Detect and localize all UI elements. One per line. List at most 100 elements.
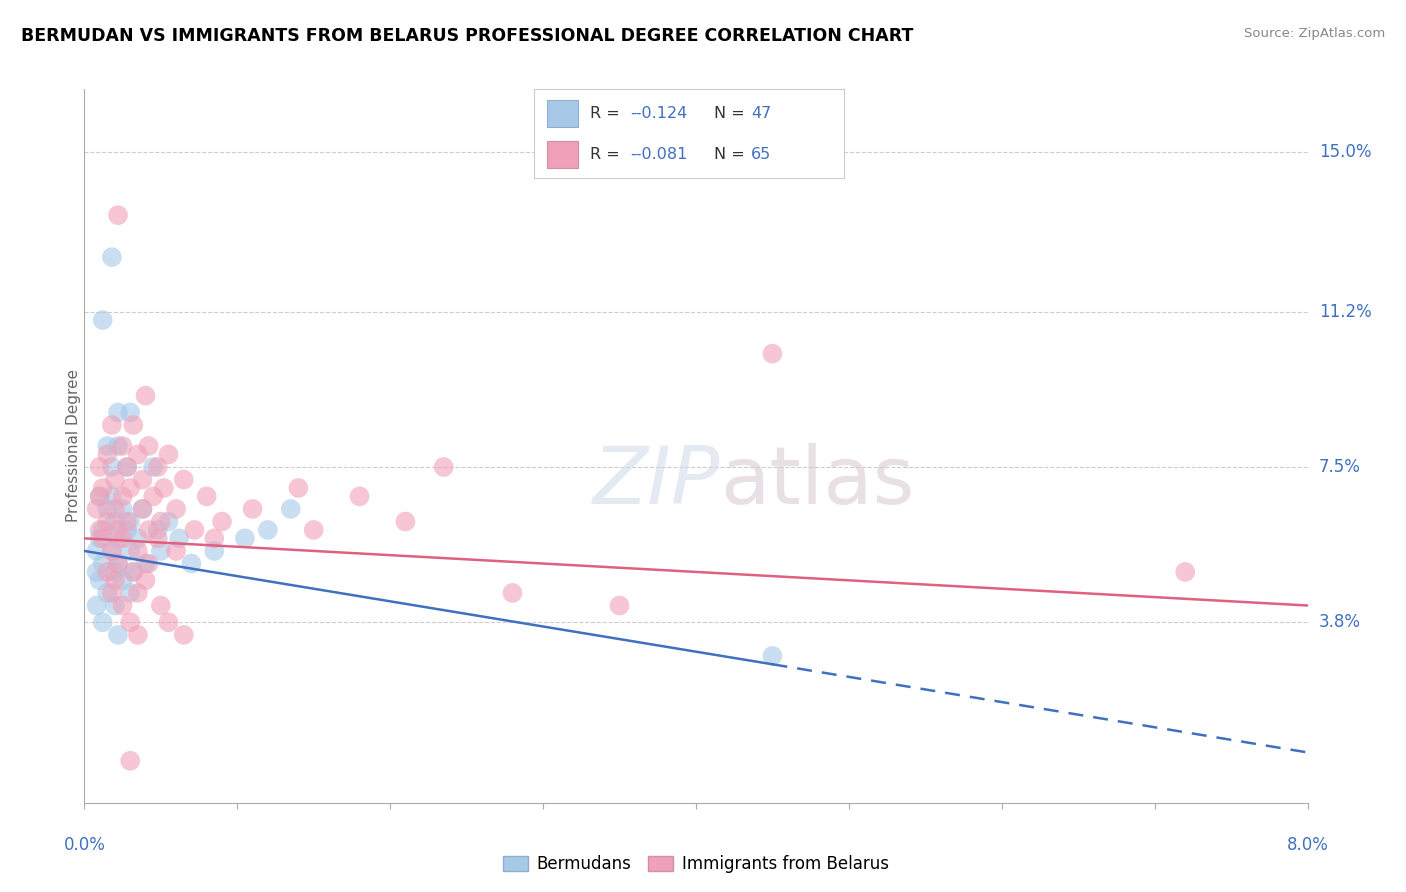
Point bbox=[104, 565, 127, 579]
Point bbox=[127, 628, 149, 642]
Point bbox=[96, 586, 118, 600]
Text: 7.5%: 7.5% bbox=[1319, 458, 1361, 476]
Point bbox=[104, 574, 127, 588]
Point bbox=[183, 523, 205, 537]
Point bbox=[157, 615, 180, 630]
Point bbox=[89, 574, 111, 588]
Point bbox=[96, 565, 118, 579]
Point bbox=[609, 599, 631, 613]
Point bbox=[91, 532, 114, 546]
Text: 3.8%: 3.8% bbox=[1319, 614, 1361, 632]
Point bbox=[138, 557, 160, 571]
Point bbox=[287, 481, 309, 495]
Point bbox=[135, 389, 157, 403]
Legend: Bermudans, Immigrants from Belarus: Bermudans, Immigrants from Belarus bbox=[496, 849, 896, 880]
Point bbox=[131, 502, 153, 516]
Point bbox=[107, 439, 129, 453]
Text: 47: 47 bbox=[751, 106, 770, 120]
Point bbox=[96, 447, 118, 461]
Point bbox=[146, 532, 169, 546]
Point bbox=[157, 447, 180, 461]
Text: atlas: atlas bbox=[720, 442, 915, 521]
Point bbox=[127, 586, 149, 600]
Point bbox=[167, 532, 190, 546]
Point bbox=[349, 489, 371, 503]
Point bbox=[111, 532, 134, 546]
Point bbox=[86, 599, 108, 613]
Point bbox=[120, 754, 142, 768]
Point bbox=[127, 544, 149, 558]
Text: 15.0%: 15.0% bbox=[1319, 143, 1371, 161]
Point bbox=[173, 473, 195, 487]
Point bbox=[211, 515, 233, 529]
Point bbox=[96, 515, 118, 529]
Point bbox=[138, 439, 160, 453]
Point bbox=[89, 523, 111, 537]
Point bbox=[153, 481, 176, 495]
Text: --0.081: --0.081 bbox=[630, 147, 688, 161]
Text: BERMUDAN VS IMMIGRANTS FROM BELARUS PROFESSIONAL DEGREE CORRELATION CHART: BERMUDAN VS IMMIGRANTS FROM BELARUS PROF… bbox=[21, 27, 914, 45]
Point bbox=[127, 532, 149, 546]
Point bbox=[195, 489, 218, 503]
Point bbox=[89, 532, 111, 546]
Point bbox=[89, 460, 111, 475]
Point bbox=[104, 502, 127, 516]
Point bbox=[107, 208, 129, 222]
Text: Source: ZipAtlas.com: Source: ZipAtlas.com bbox=[1244, 27, 1385, 40]
Point bbox=[111, 502, 134, 516]
Point bbox=[257, 523, 280, 537]
Y-axis label: Professional Degree: Professional Degree bbox=[66, 369, 80, 523]
Point bbox=[146, 460, 169, 475]
Point bbox=[242, 502, 264, 516]
Point bbox=[115, 523, 138, 537]
Point bbox=[122, 417, 145, 432]
Point bbox=[761, 346, 783, 360]
Text: R =: R = bbox=[591, 106, 624, 120]
Point bbox=[138, 523, 160, 537]
Point bbox=[761, 648, 783, 663]
Point bbox=[104, 599, 127, 613]
Point bbox=[120, 586, 142, 600]
Point bbox=[91, 481, 114, 495]
Point bbox=[131, 473, 153, 487]
Point bbox=[101, 489, 124, 503]
Point bbox=[107, 523, 129, 537]
FancyBboxPatch shape bbox=[547, 100, 578, 127]
Point bbox=[96, 502, 118, 516]
Point bbox=[101, 250, 124, 264]
Point bbox=[280, 502, 302, 516]
Point bbox=[111, 599, 134, 613]
Point bbox=[89, 489, 111, 503]
Point bbox=[146, 523, 169, 537]
Point bbox=[149, 515, 172, 529]
Point bbox=[91, 523, 114, 537]
Point bbox=[96, 439, 118, 453]
Point bbox=[233, 532, 256, 546]
Point bbox=[165, 544, 187, 558]
Point bbox=[131, 502, 153, 516]
Text: 8.0%: 8.0% bbox=[1286, 837, 1329, 855]
Point bbox=[115, 515, 138, 529]
Point bbox=[107, 628, 129, 642]
Point bbox=[91, 557, 114, 571]
Text: 11.2%: 11.2% bbox=[1319, 302, 1371, 321]
Point bbox=[135, 557, 157, 571]
Point bbox=[394, 515, 416, 529]
Point bbox=[86, 502, 108, 516]
Point bbox=[302, 523, 325, 537]
Point bbox=[115, 460, 138, 475]
Point bbox=[127, 447, 149, 461]
Point bbox=[122, 565, 145, 579]
Point bbox=[120, 515, 142, 529]
Point bbox=[202, 544, 225, 558]
Text: ZIP: ZIP bbox=[593, 442, 720, 521]
Text: R =: R = bbox=[591, 147, 624, 161]
Point bbox=[202, 532, 225, 546]
Point bbox=[135, 574, 157, 588]
Point bbox=[433, 460, 456, 475]
Point bbox=[501, 586, 523, 600]
Point bbox=[111, 439, 134, 453]
Point bbox=[1174, 565, 1197, 579]
Point bbox=[122, 565, 145, 579]
Point bbox=[107, 557, 129, 571]
